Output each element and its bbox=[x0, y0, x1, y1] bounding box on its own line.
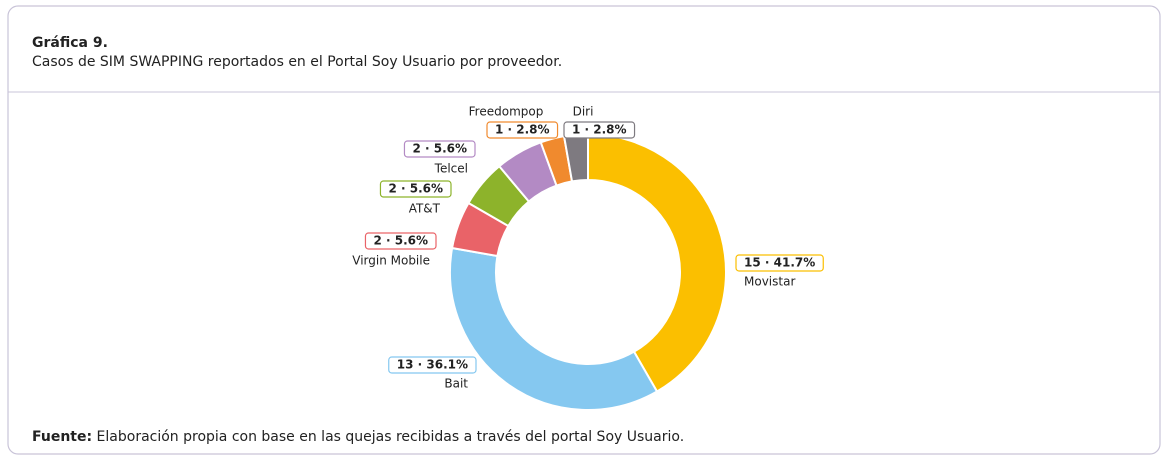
value-label-box bbox=[379, 180, 452, 198]
value-label: 2 · 5.6% bbox=[373, 234, 428, 248]
value-label-box bbox=[563, 121, 636, 139]
donut-segment bbox=[587, 132, 727, 393]
source: Fuente: Elaboración propia con base en l… bbox=[32, 429, 684, 445]
value-label-box bbox=[403, 140, 476, 158]
category-label: Diri bbox=[573, 105, 594, 119]
value-label-box bbox=[735, 254, 824, 272]
value-label: 2 · 5.6% bbox=[412, 142, 467, 156]
category-label: Bait bbox=[444, 377, 468, 391]
value-label: 1 · 2.8% bbox=[572, 123, 627, 137]
chart-title: Gráfica 9. bbox=[32, 35, 108, 51]
value-label: 2 · 5.6% bbox=[388, 182, 443, 196]
category-label: Movistar bbox=[744, 275, 795, 289]
category-label: Telcel bbox=[434, 162, 468, 176]
category-label: AT&T bbox=[409, 202, 441, 216]
card bbox=[7, 5, 1161, 455]
value-label: 15 · 41.7% bbox=[744, 256, 815, 270]
value-label-box bbox=[364, 232, 437, 250]
category-label: Freedompop bbox=[469, 105, 544, 119]
category-label: Virgin Mobile bbox=[352, 254, 430, 268]
chart-subtitle: Casos de SIM SWAPPING reportados en el P… bbox=[32, 54, 562, 70]
value-label-box bbox=[486, 121, 559, 139]
source-text: Elaboración propia con base en las queja… bbox=[97, 429, 685, 445]
value-label: 1 · 2.8% bbox=[495, 123, 550, 137]
donut-segment bbox=[449, 246, 659, 411]
value-label: 13 · 36.1% bbox=[397, 358, 468, 372]
value-label-box bbox=[388, 356, 477, 374]
source-label: Fuente: bbox=[32, 429, 92, 445]
